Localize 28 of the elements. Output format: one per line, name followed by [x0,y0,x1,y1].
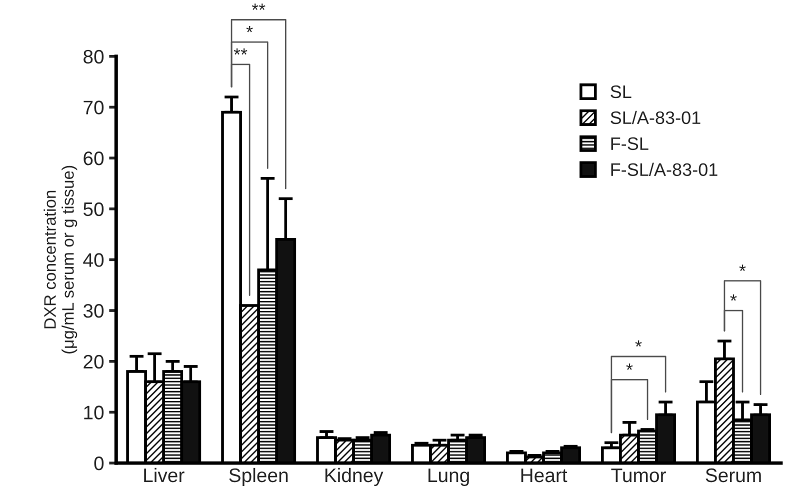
y-tick-label: 0 [94,456,104,470]
x-tick-label: Spleen [229,468,288,486]
y-tick-label: 30 [83,304,104,318]
y-tick-label: 70 [84,100,104,114]
y-tick-label: 80 [84,50,104,64]
x-tick-label: Serum [706,468,761,482]
text: * [246,26,253,32]
x-tick-label: Heart [521,468,568,482]
y-axis-title: DXR concentration (μg/mL serum or g tissue) [44,166,78,354]
legend-label: SL [610,85,632,98]
x-tick-label: Kidney [325,468,384,486]
annotation: * [730,294,737,301]
y-tick-label: 40 [83,253,104,267]
x-tick-label: Lung [428,468,469,486]
legend-label: F-SL [611,137,648,150]
y-tick-label: 10 [84,406,104,420]
y-tick-label: 20 [84,354,104,369]
x-tick-label: Tumor [611,468,666,482]
text: ** [252,4,266,10]
text: ** [234,48,248,55]
legend-label: F-SL/A-83-01 [611,162,718,176]
annotation: * [739,264,746,272]
y-tick-label: 50 [83,202,104,216]
annotation: * [626,364,633,370]
annotation: * [635,340,642,347]
legend-label: SL/A-83-01 [610,110,700,124]
y-tick-label: 60 [84,151,104,166]
x-tick-label: Liver [144,468,184,482]
